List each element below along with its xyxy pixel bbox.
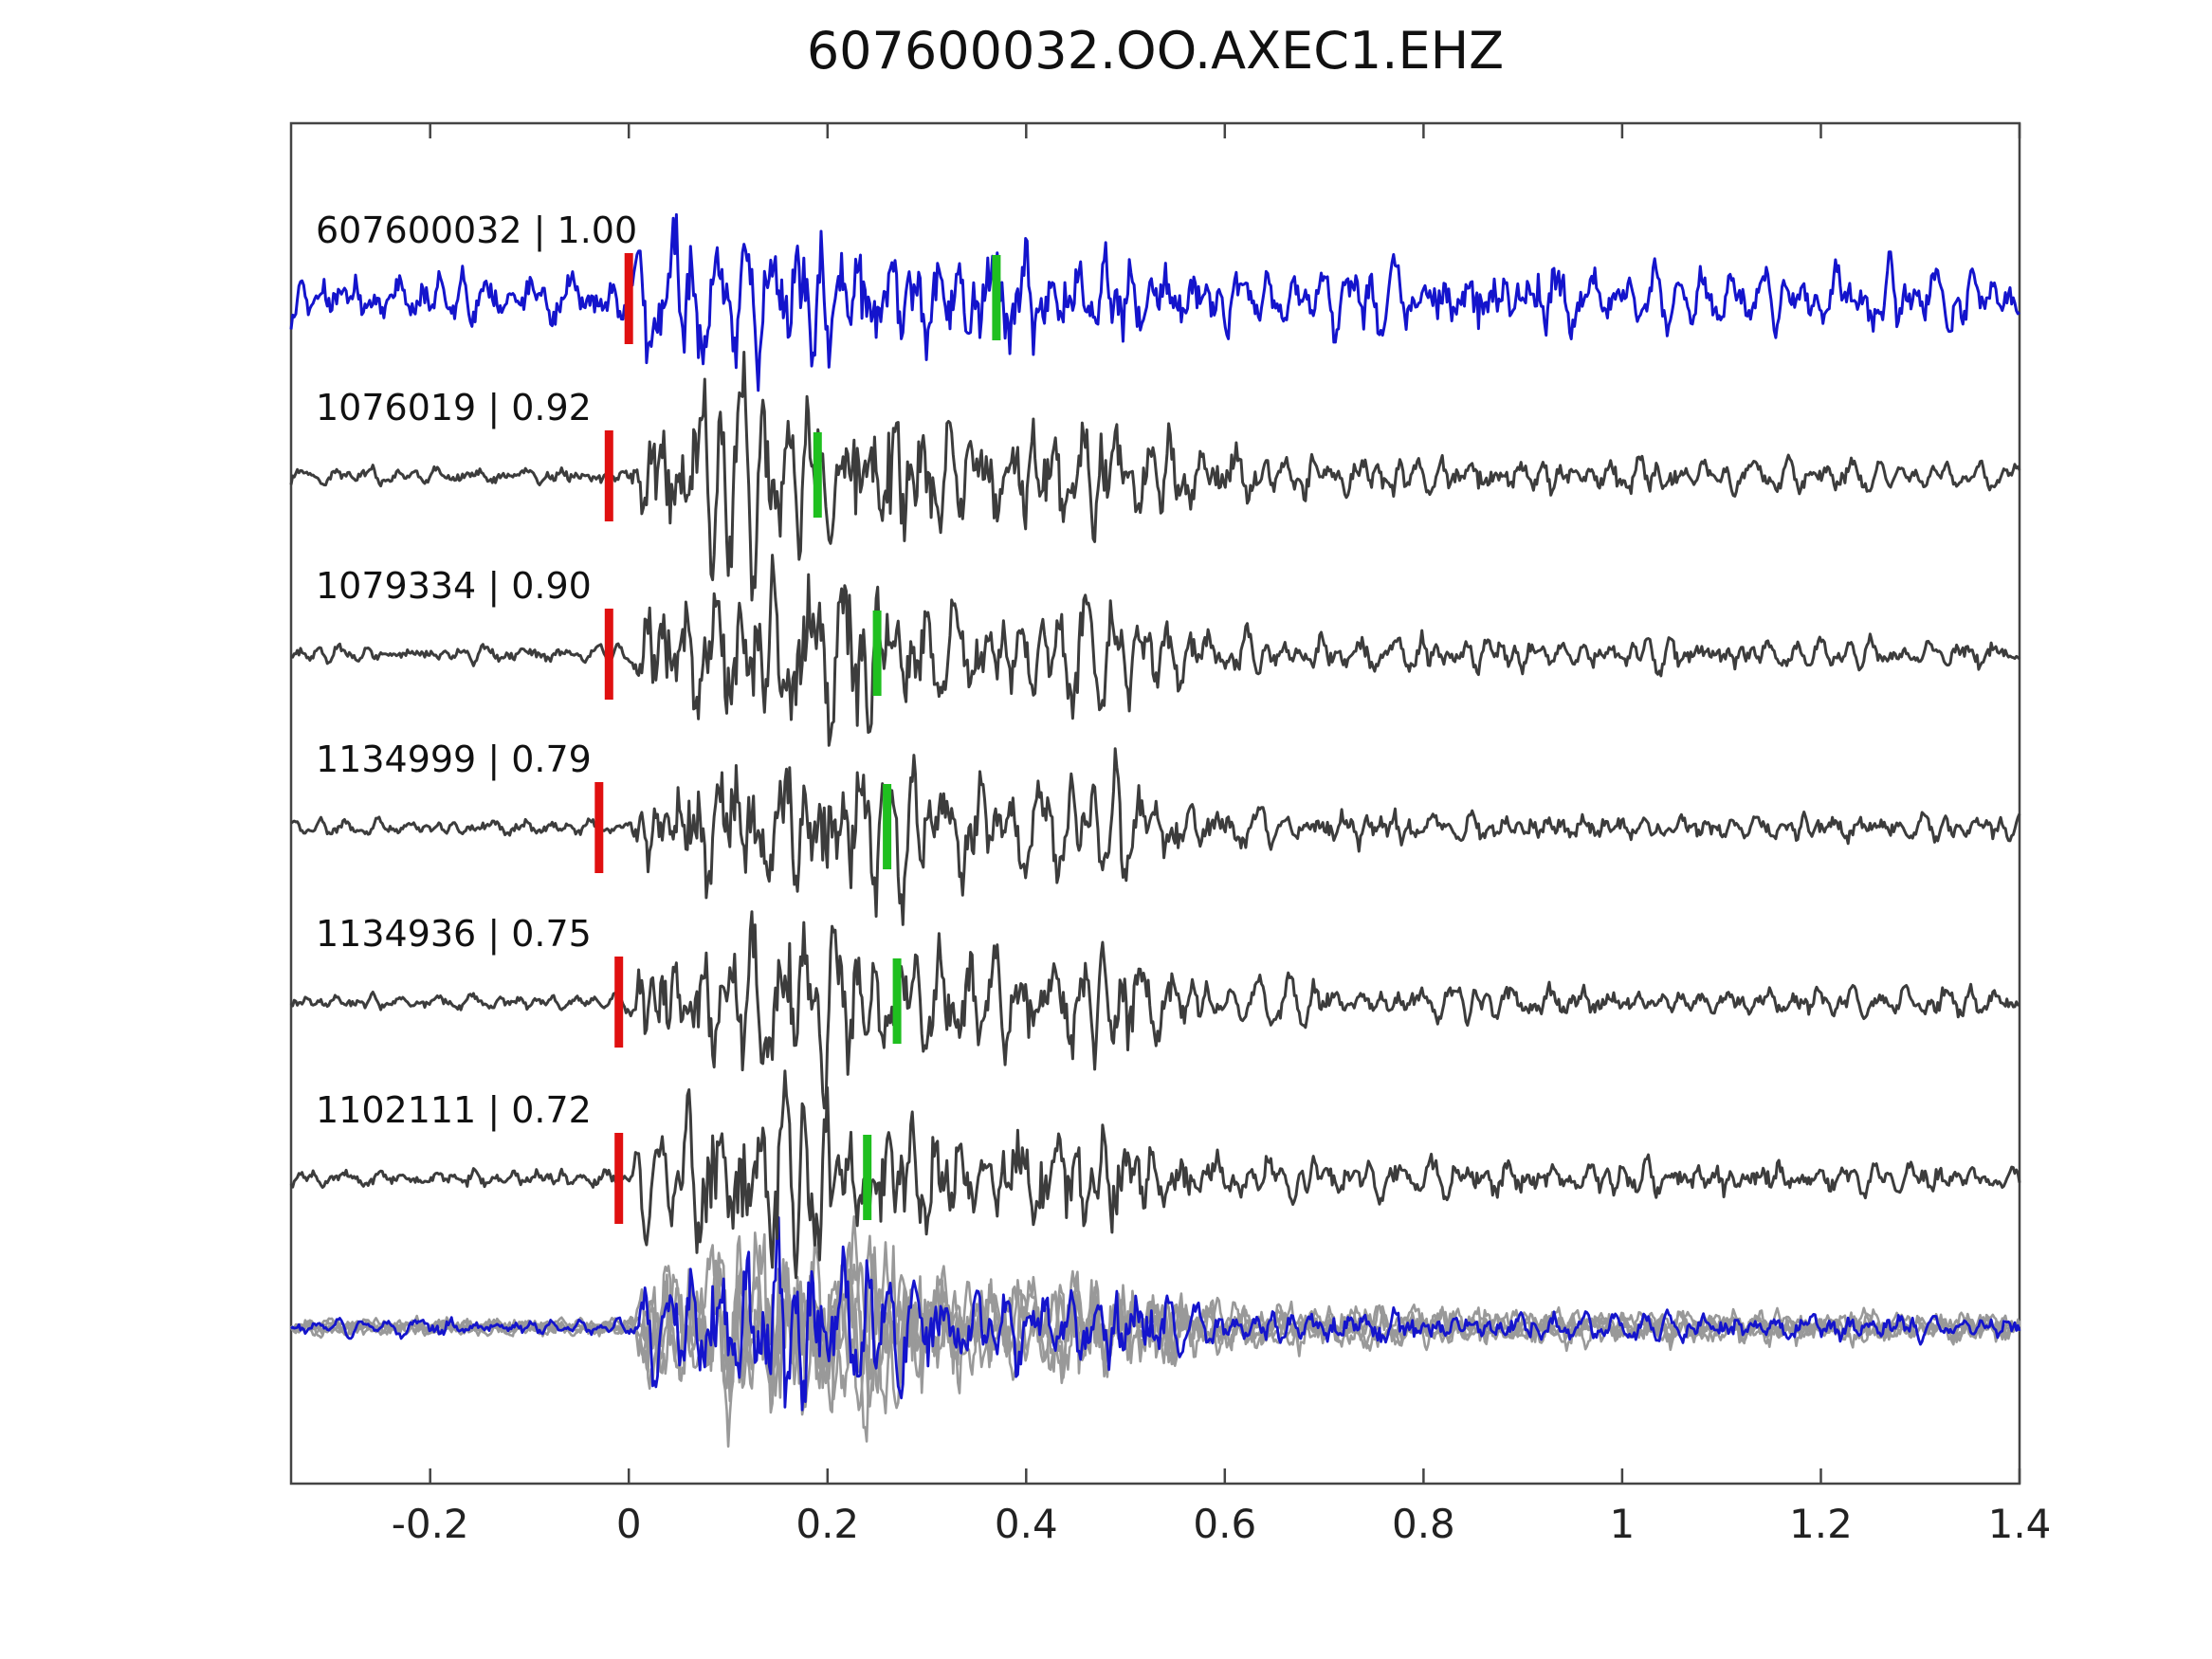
pick-marker-green (863, 1135, 872, 1220)
trace-1134936 (289, 910, 2020, 1110)
trace-label-1134999: 1134999 | 0.79 (316, 738, 592, 780)
x-tick-label: 0.4 (994, 1501, 1058, 1547)
trace-label-1102111: 1102111 | 0.72 (316, 1089, 592, 1131)
pick-marker-red (614, 1133, 624, 1224)
pick-marker-green (883, 784, 892, 869)
overlay-trace (289, 1262, 2020, 1408)
pick-marker-red (624, 253, 633, 344)
x-tick-label: 0 (615, 1501, 642, 1547)
x-tick-label: 1.4 (1987, 1501, 2052, 1547)
x-tick-label: 1 (1609, 1501, 1636, 1547)
x-tick-label: 1.2 (1789, 1501, 1853, 1547)
trace-label-1079334: 1079334 | 0.90 (316, 565, 592, 607)
pick-marker-green (992, 255, 1001, 340)
trace-607600032 (289, 212, 2020, 392)
figure-title: 607600032.OO.AXEC1.EHZ (806, 21, 1505, 81)
pick-marker-red (614, 957, 624, 1048)
pick-marker-green (872, 611, 882, 696)
plot-border (289, 121, 2021, 1486)
overlay-reference-trace (290, 1215, 2021, 1412)
trace-label-1076019: 1076019 | 0.92 (316, 387, 592, 428)
trace-label-1134936: 1134936 | 0.75 (316, 913, 592, 955)
trace-1102111 (289, 1069, 2021, 1280)
trace-1079334 (289, 554, 2021, 747)
x-tick-label: 0.8 (1391, 1501, 1455, 1547)
trace-label-607600032: 607600032 | 1.00 (316, 210, 638, 251)
pick-marker-red (594, 782, 604, 873)
x-tick-label: 0.6 (1193, 1501, 1257, 1547)
x-tick-label: 0.2 (795, 1501, 860, 1547)
x-tick-label: -0.2 (391, 1501, 469, 1547)
pick-marker-green (813, 432, 822, 518)
trace-1134999 (290, 747, 2021, 926)
pick-marker-green (892, 958, 902, 1044)
pick-marker-red (604, 609, 613, 700)
pick-marker-red (604, 430, 613, 521)
trace-1076019 (289, 351, 2021, 602)
